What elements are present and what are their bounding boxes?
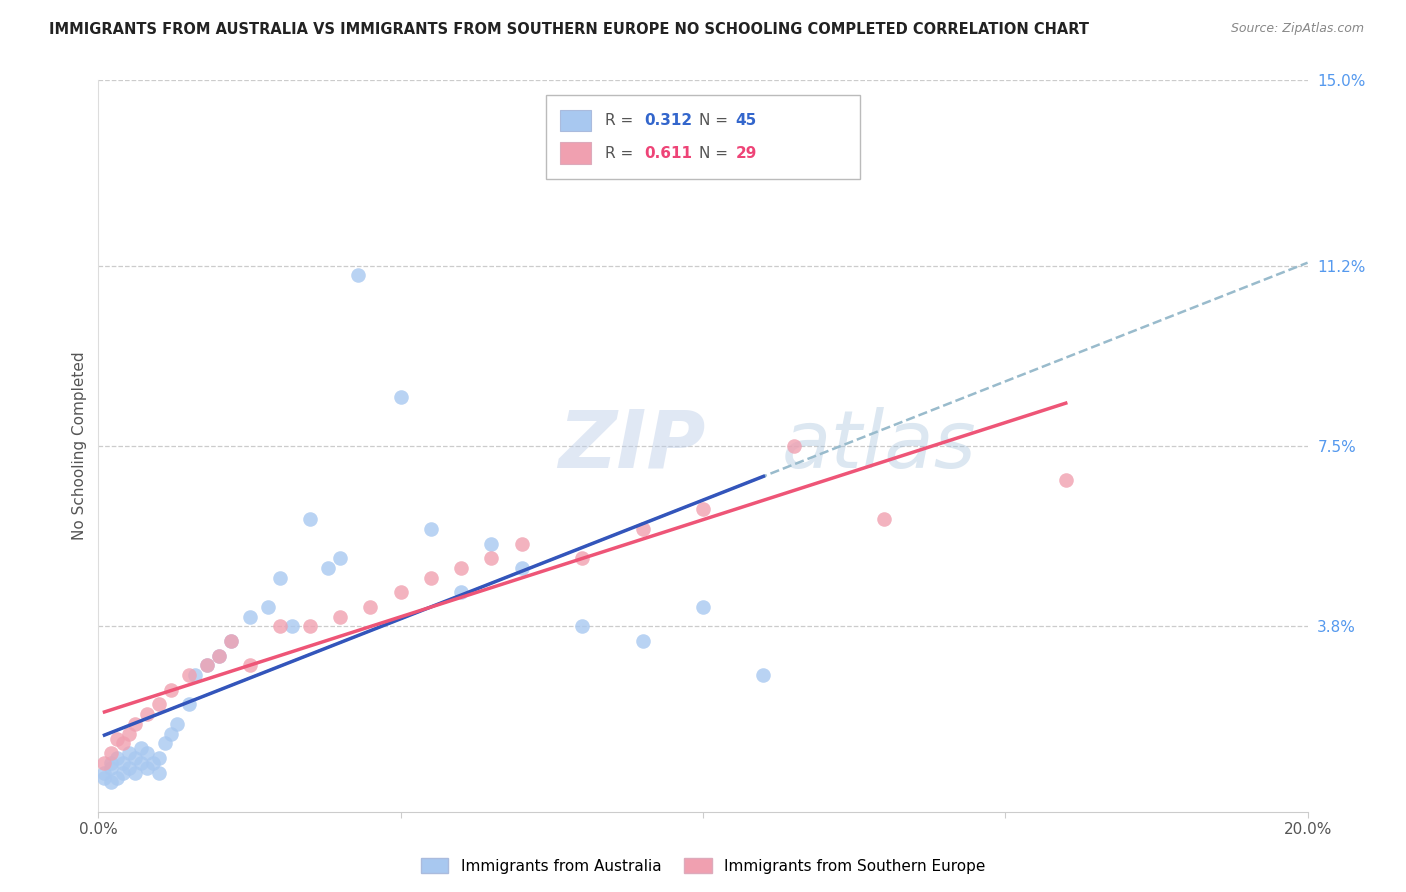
Point xyxy=(389,390,412,404)
Point xyxy=(450,585,472,599)
Point xyxy=(118,761,141,775)
Point xyxy=(148,751,170,765)
Point xyxy=(269,619,291,633)
Point xyxy=(389,585,412,599)
Point xyxy=(100,775,122,789)
Point xyxy=(692,502,714,516)
Point xyxy=(510,536,533,550)
Point xyxy=(93,765,115,780)
Text: 45: 45 xyxy=(735,113,756,128)
Point xyxy=(93,756,115,770)
Point xyxy=(269,571,291,585)
Point xyxy=(100,756,122,770)
Point xyxy=(208,648,231,663)
Point xyxy=(571,619,593,633)
Point xyxy=(208,648,231,663)
Point xyxy=(195,658,218,673)
Point xyxy=(124,717,146,731)
Point xyxy=(184,668,207,682)
Point xyxy=(148,698,170,712)
Point xyxy=(221,634,243,648)
Text: N =: N = xyxy=(699,146,734,161)
Point xyxy=(160,727,183,741)
Point xyxy=(510,561,533,575)
FancyBboxPatch shape xyxy=(561,110,591,131)
Text: R =: R = xyxy=(605,113,638,128)
Point xyxy=(118,746,141,760)
Point xyxy=(195,658,218,673)
Point xyxy=(179,698,201,712)
Point xyxy=(179,668,201,682)
Point xyxy=(420,522,443,536)
Point xyxy=(135,761,157,775)
Point xyxy=(299,619,322,633)
Point xyxy=(142,756,165,770)
Point xyxy=(124,765,146,780)
Point xyxy=(129,741,152,756)
Point xyxy=(256,599,278,614)
Point xyxy=(135,746,157,760)
Point xyxy=(221,634,243,648)
Point xyxy=(299,512,322,526)
Point xyxy=(105,751,128,765)
Point xyxy=(100,761,122,775)
Text: N =: N = xyxy=(699,113,734,128)
Point xyxy=(281,619,304,633)
Point xyxy=(166,717,188,731)
Point xyxy=(105,771,128,785)
Point xyxy=(160,682,183,697)
Point xyxy=(329,551,352,566)
Text: 0.611: 0.611 xyxy=(644,146,692,161)
Point xyxy=(135,707,157,722)
Text: ZIP: ZIP xyxy=(558,407,706,485)
Point xyxy=(111,736,134,750)
Text: atlas: atlas xyxy=(782,407,976,485)
Point xyxy=(481,551,503,566)
Point xyxy=(118,727,141,741)
Point xyxy=(316,561,339,575)
Text: R =: R = xyxy=(605,146,638,161)
Point xyxy=(239,609,262,624)
Point xyxy=(481,536,503,550)
Point xyxy=(111,765,134,780)
Point xyxy=(873,512,896,526)
Point xyxy=(360,599,382,614)
Point xyxy=(100,746,122,760)
Point xyxy=(420,571,443,585)
Point xyxy=(450,561,472,575)
Point xyxy=(111,756,134,770)
Point xyxy=(148,765,170,780)
Text: 0.312: 0.312 xyxy=(644,113,692,128)
Text: 29: 29 xyxy=(735,146,756,161)
Point xyxy=(752,668,775,682)
Point xyxy=(1054,473,1077,487)
Point xyxy=(571,551,593,566)
Point xyxy=(129,756,152,770)
Point xyxy=(783,439,806,453)
Point xyxy=(631,522,654,536)
Point xyxy=(124,751,146,765)
Point xyxy=(329,609,352,624)
FancyBboxPatch shape xyxy=(546,95,860,179)
Y-axis label: No Schooling Completed: No Schooling Completed xyxy=(72,351,87,541)
FancyBboxPatch shape xyxy=(561,143,591,164)
Point xyxy=(105,731,128,746)
Point xyxy=(93,771,115,785)
Point xyxy=(347,268,370,283)
Point xyxy=(631,634,654,648)
Point xyxy=(239,658,262,673)
Point xyxy=(153,736,176,750)
Text: IMMIGRANTS FROM AUSTRALIA VS IMMIGRANTS FROM SOUTHERN EUROPE NO SCHOOLING COMPLE: IMMIGRANTS FROM AUSTRALIA VS IMMIGRANTS … xyxy=(49,22,1090,37)
Point xyxy=(692,599,714,614)
Legend: Immigrants from Australia, Immigrants from Southern Europe: Immigrants from Australia, Immigrants fr… xyxy=(415,852,991,880)
Text: Source: ZipAtlas.com: Source: ZipAtlas.com xyxy=(1230,22,1364,36)
